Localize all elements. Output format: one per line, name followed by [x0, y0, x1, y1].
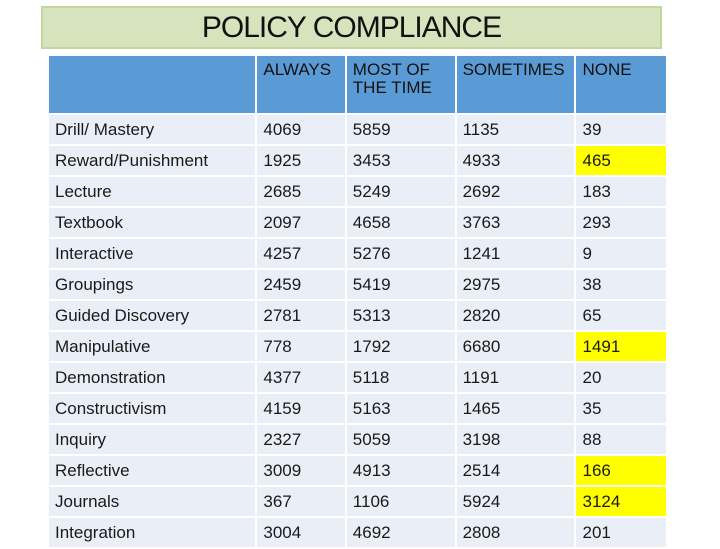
title-banner: POLICY COMPLIANCE [41, 6, 662, 49]
cell-sometimes: 1241 [456, 239, 575, 268]
row-label: Integration [49, 518, 256, 547]
cell-always: 4377 [257, 363, 345, 392]
row-label: Constructivism [49, 394, 256, 423]
table-row: Textbook 2097 4658 3763 293 [49, 208, 666, 237]
cell-sometimes: 5924 [456, 487, 575, 516]
table-row: Journals 367 1106 5924 3124 [49, 487, 666, 516]
table-row: Groupings 2459 5419 2975 38 [49, 270, 666, 299]
cell-none: 20 [576, 363, 666, 392]
cell-sometimes: 2514 [456, 456, 575, 485]
header-blank-cell [49, 56, 256, 113]
column-header-none: NONE [576, 56, 666, 113]
cell-always: 2327 [257, 425, 345, 454]
table-row: Lecture 2685 5249 2692 183 [49, 177, 666, 206]
table-row: Inquiry 2327 5059 3198 88 [49, 425, 666, 454]
cell-sometimes: 3763 [456, 208, 575, 237]
cell-sometimes: 6680 [456, 332, 575, 361]
table-header-row: ALWAYS MOST OF THE TIME SOMETIMES NONE [49, 56, 666, 113]
cell-none: 293 [576, 208, 666, 237]
cell-always: 2781 [257, 301, 345, 330]
cell-none: 201 [576, 518, 666, 547]
row-label: Lecture [49, 177, 256, 206]
cell-most-of-the-time: 1106 [346, 487, 455, 516]
row-label: Textbook [49, 208, 256, 237]
row-label: Manipulative [49, 332, 256, 361]
cell-always: 3009 [257, 456, 345, 485]
cell-none: 183 [576, 177, 666, 206]
cell-most-of-the-time: 5249 [346, 177, 455, 206]
cell-most-of-the-time: 1792 [346, 332, 455, 361]
row-label: Guided Discovery [49, 301, 256, 330]
cell-sometimes: 4933 [456, 146, 575, 175]
row-label: Inquiry [49, 425, 256, 454]
table-row: Reward/Punishment 1925 3453 4933 465 [49, 146, 666, 175]
cell-always: 4257 [257, 239, 345, 268]
page-title: POLICY COMPLIANCE [201, 10, 502, 44]
cell-always: 4069 [257, 115, 345, 144]
compliance-table: ALWAYS MOST OF THE TIME SOMETIMES NONE D… [47, 54, 668, 549]
cell-none: 9 [576, 239, 666, 268]
table-row: Drill/ Mastery 4069 5859 1135 39 [49, 115, 666, 144]
cell-sometimes: 2975 [456, 270, 575, 299]
cell-always: 2459 [257, 270, 345, 299]
cell-most-of-the-time: 4658 [346, 208, 455, 237]
cell-most-of-the-time: 5859 [346, 115, 455, 144]
table-row: Reflective 3009 4913 2514 166 [49, 456, 666, 485]
cell-always: 4159 [257, 394, 345, 423]
table-row: Guided Discovery 2781 5313 2820 65 [49, 301, 666, 330]
cell-none: 35 [576, 394, 666, 423]
cell-sometimes: 1465 [456, 394, 575, 423]
cell-none: 166 [576, 456, 666, 485]
cell-always: 367 [257, 487, 345, 516]
cell-sometimes: 1191 [456, 363, 575, 392]
column-header-always: ALWAYS [257, 56, 345, 113]
table-row: Interactive 4257 5276 1241 9 [49, 239, 666, 268]
row-label: Reflective [49, 456, 256, 485]
cell-sometimes: 2808 [456, 518, 575, 547]
cell-most-of-the-time: 3453 [346, 146, 455, 175]
cell-sometimes: 2820 [456, 301, 575, 330]
cell-none: 3124 [576, 487, 666, 516]
cell-always: 2097 [257, 208, 345, 237]
cell-most-of-the-time: 4913 [346, 456, 455, 485]
cell-always: 3004 [257, 518, 345, 547]
cell-most-of-the-time: 5059 [346, 425, 455, 454]
cell-none: 1491 [576, 332, 666, 361]
cell-none: 38 [576, 270, 666, 299]
cell-sometimes: 3198 [456, 425, 575, 454]
table-row: Constructivism 4159 5163 1465 35 [49, 394, 666, 423]
row-label: Interactive [49, 239, 256, 268]
cell-most-of-the-time: 5276 [346, 239, 455, 268]
cell-most-of-the-time: 4692 [346, 518, 455, 547]
column-header-sometimes: SOMETIMES [456, 56, 575, 113]
cell-none: 465 [576, 146, 666, 175]
cell-most-of-the-time: 5118 [346, 363, 455, 392]
table-row: Demonstration 4377 5118 1191 20 [49, 363, 666, 392]
cell-sometimes: 1135 [456, 115, 575, 144]
cell-always: 778 [257, 332, 345, 361]
cell-none: 65 [576, 301, 666, 330]
table-row: Integration 3004 4692 2808 201 [49, 518, 666, 547]
cell-most-of-the-time: 5313 [346, 301, 455, 330]
row-label: Journals [49, 487, 256, 516]
cell-none: 39 [576, 115, 666, 144]
cell-most-of-the-time: 5163 [346, 394, 455, 423]
table-row: Manipulative 778 1792 6680 1491 [49, 332, 666, 361]
cell-always: 2685 [257, 177, 345, 206]
cell-always: 1925 [257, 146, 345, 175]
cell-sometimes: 2692 [456, 177, 575, 206]
cell-most-of-the-time: 5419 [346, 270, 455, 299]
column-header-most-of-the-time: MOST OF THE TIME [346, 56, 455, 113]
row-label: Demonstration [49, 363, 256, 392]
cell-none: 88 [576, 425, 666, 454]
row-label: Drill/ Mastery [49, 115, 256, 144]
row-label: Groupings [49, 270, 256, 299]
row-label: Reward/Punishment [49, 146, 256, 175]
